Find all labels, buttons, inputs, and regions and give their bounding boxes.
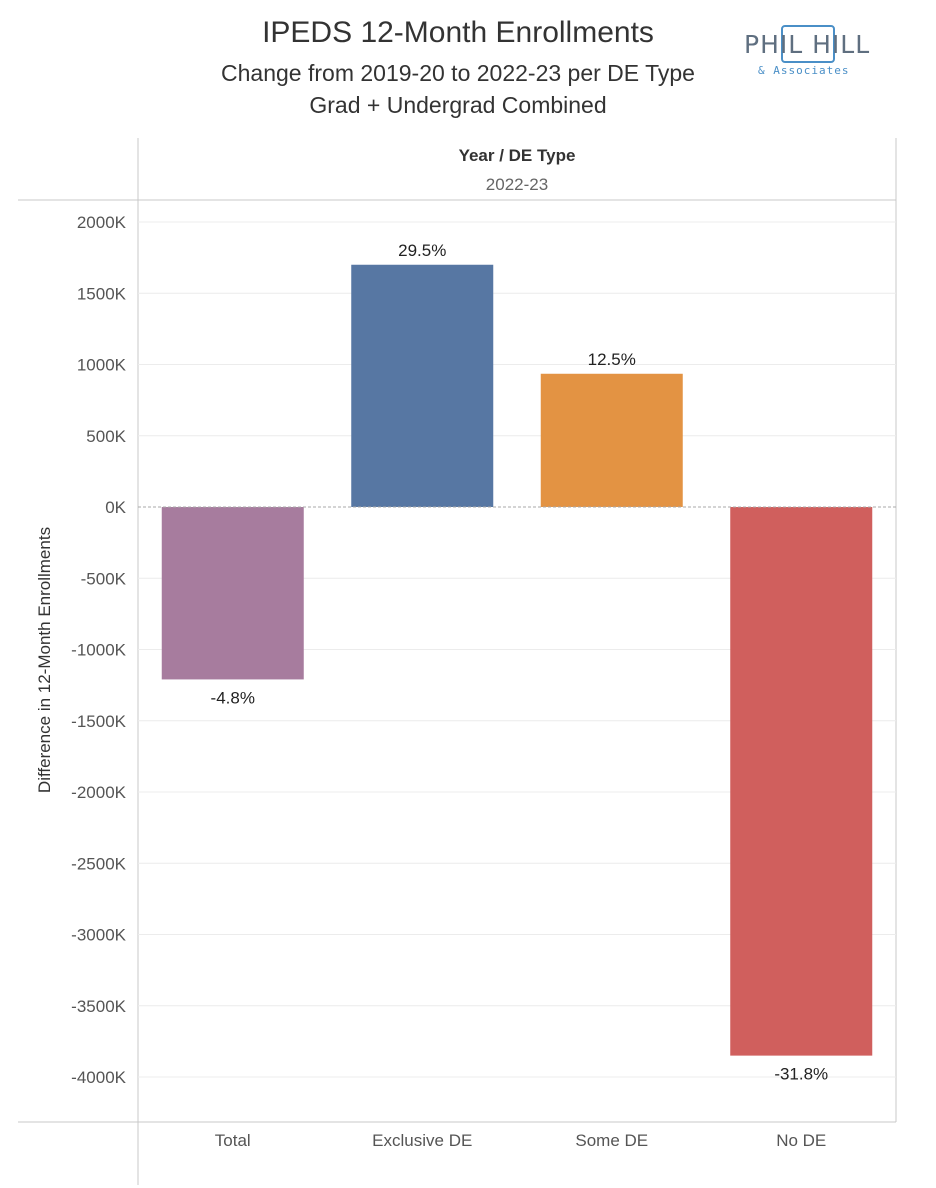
bar	[351, 264, 494, 507]
y-tick-label: -1000K	[71, 641, 126, 660]
bar	[540, 373, 683, 507]
y-tick-label: 0K	[105, 498, 126, 517]
y-tick-label: 1000K	[77, 356, 127, 375]
y-tick-label: -2000K	[71, 783, 126, 802]
logo-frame	[781, 25, 835, 63]
y-tick-label: -500K	[81, 569, 127, 588]
y-tick-label: -2500K	[71, 854, 126, 873]
phil-hill-logo: PHIL HILL & Associates	[742, 22, 869, 80]
y-tick-label: 1500K	[77, 284, 127, 303]
chart-title: IPEDS 12-Month Enrollments	[262, 16, 654, 49]
y-tick-label: -1500K	[71, 712, 126, 731]
logo-name: PHIL HILL	[744, 30, 871, 59]
bar	[730, 507, 873, 1056]
data-label: -4.8%	[211, 688, 255, 707]
y-tick-label: 500K	[86, 427, 126, 446]
y-tick-label: -4000K	[71, 1068, 126, 1087]
data-label: 29.5%	[398, 241, 446, 260]
data-label: -31.8%	[774, 1065, 828, 1084]
column-header-year: 2022-23	[485, 175, 549, 194]
y-tick-label: -3000K	[71, 926, 126, 945]
bar	[161, 507, 304, 680]
x-tick-label: Total	[215, 1131, 251, 1150]
data-label: 12.5%	[588, 350, 636, 369]
logo-tagline: & Associates	[758, 64, 850, 77]
chart-subtitle-line-2: Grad + Undergrad Combined	[309, 92, 607, 118]
x-tick-label: Exclusive DE	[372, 1131, 472, 1150]
column-header-title: Year / DE Type	[458, 146, 576, 165]
y-tick-label: 2000K	[77, 213, 127, 232]
x-tick-label: Some DE	[575, 1131, 648, 1150]
y-tick-label: -3500K	[71, 997, 126, 1016]
chart-subtitle-line-1: Change from 2019-20 to 2022-23 per DE Ty…	[221, 60, 695, 86]
x-tick-label: No DE	[776, 1131, 826, 1150]
